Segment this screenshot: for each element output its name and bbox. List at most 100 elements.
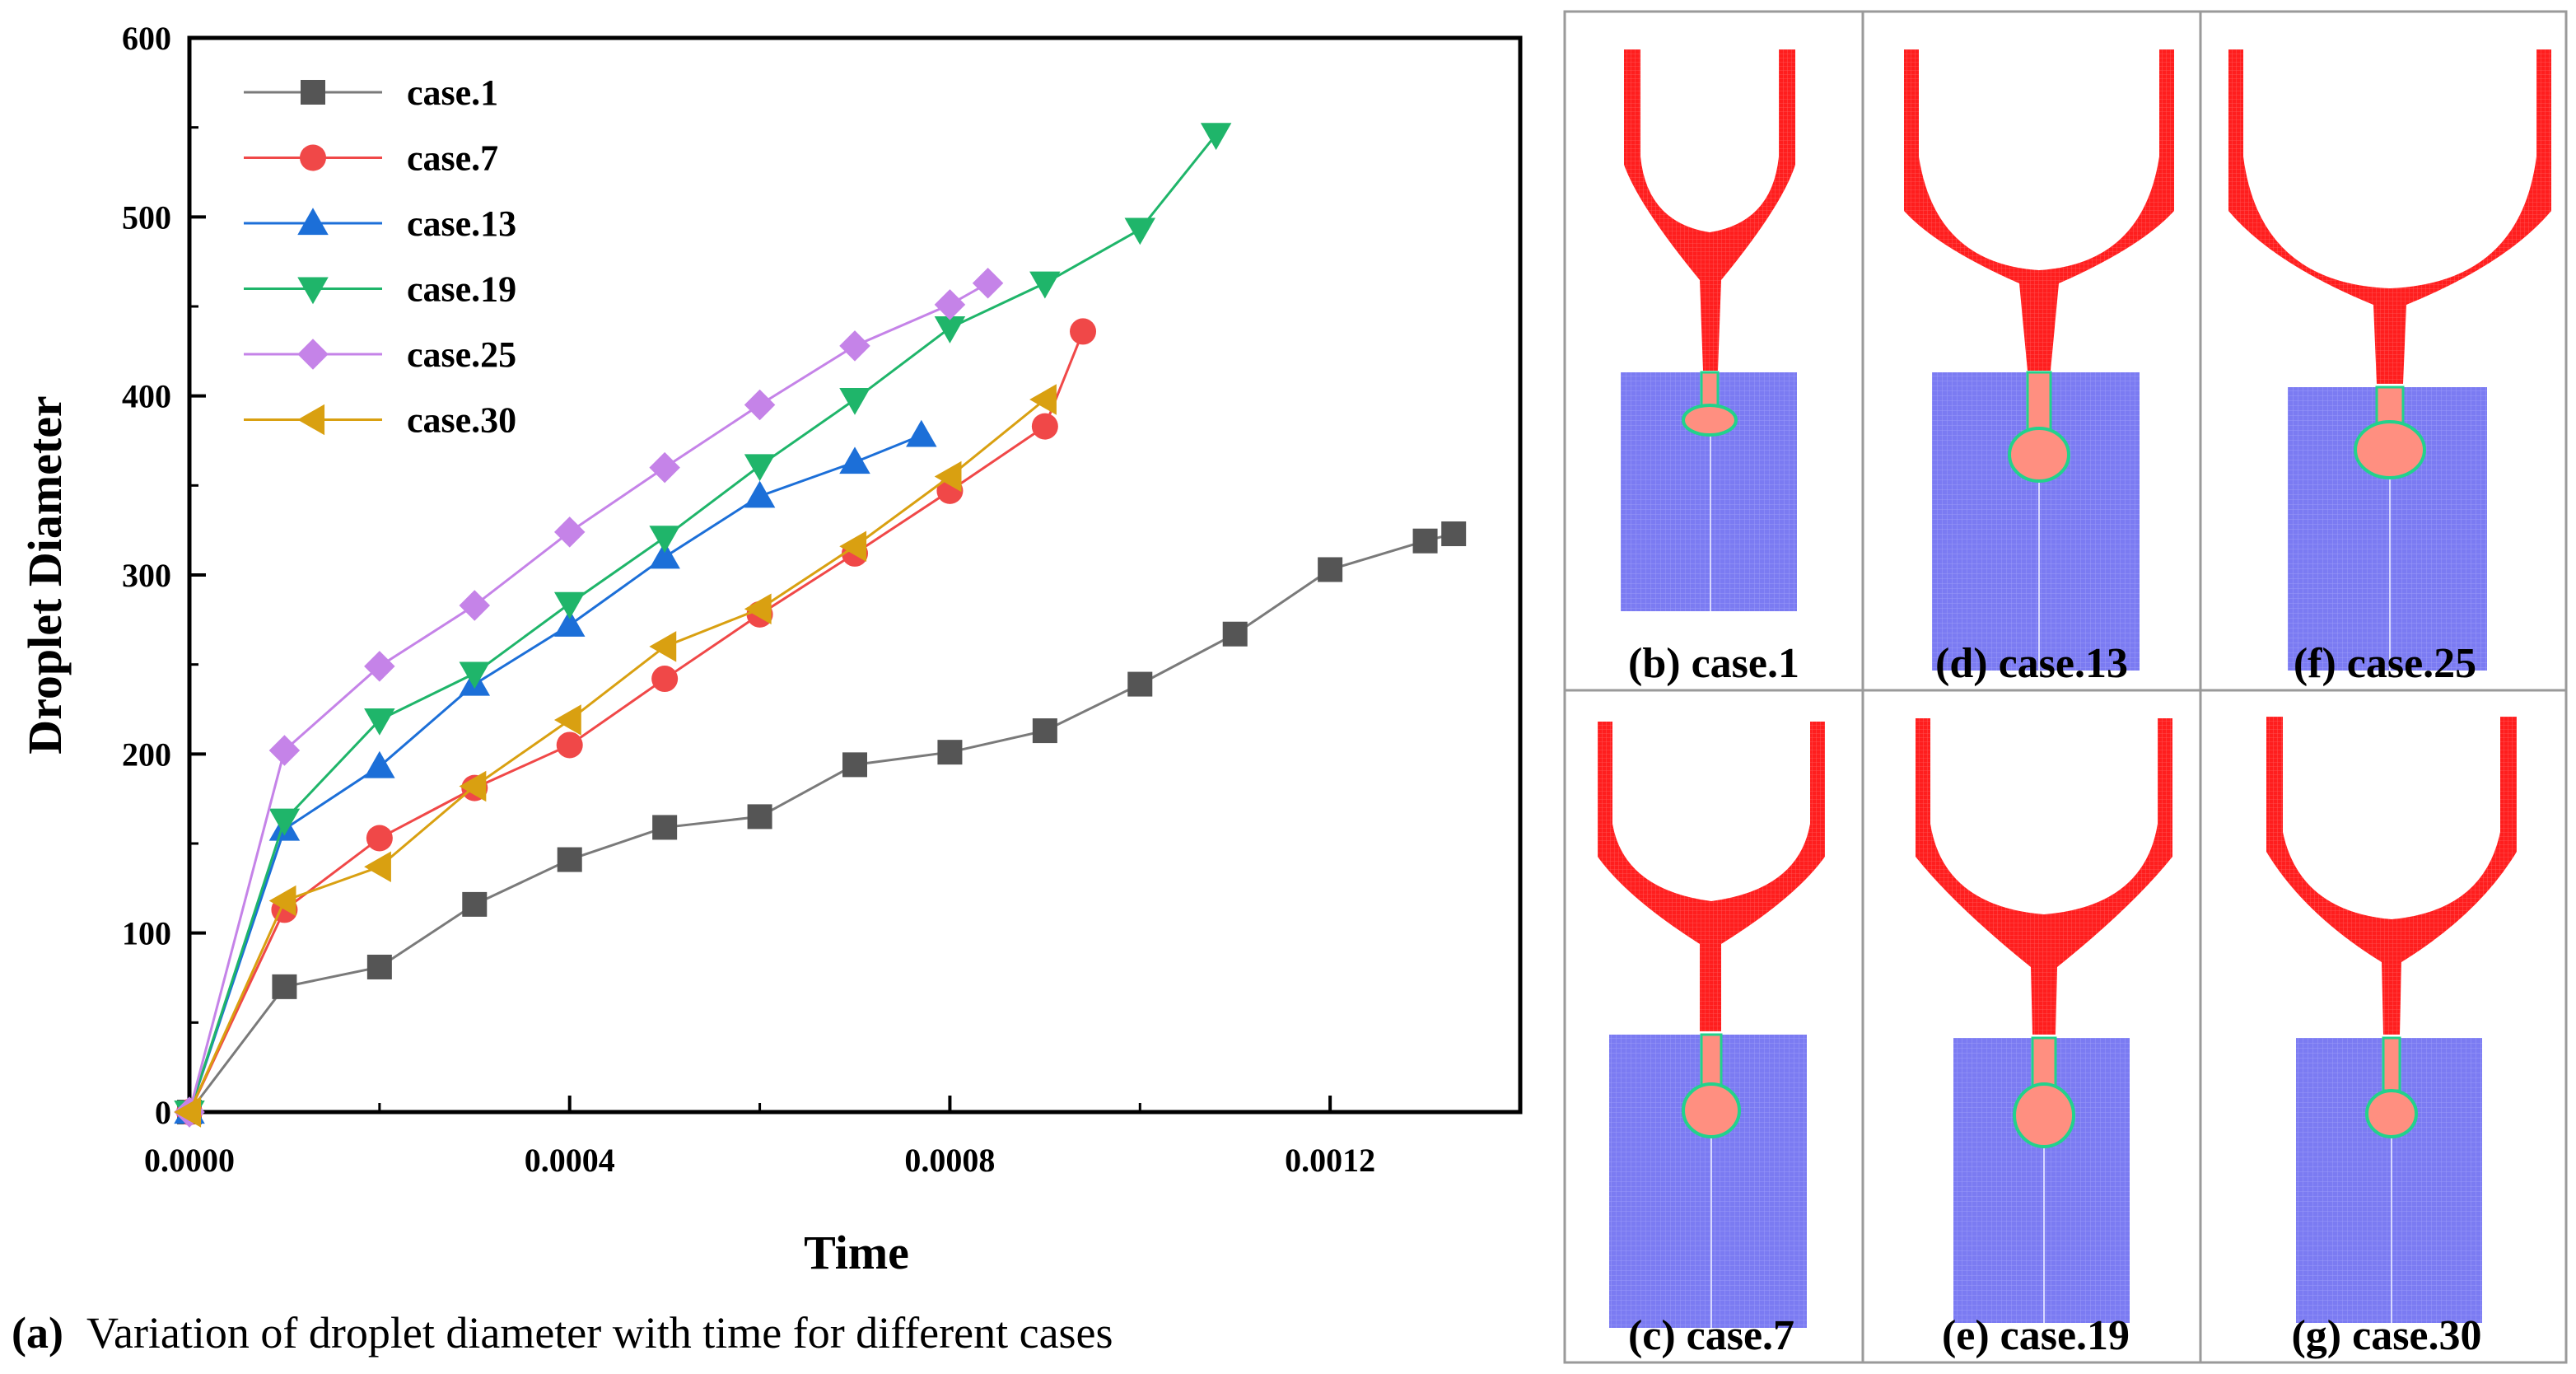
data-point — [906, 419, 937, 447]
line-chart: 0.0000 0.0004 0.0008 0.0012 0 100 200 300 400 500… — [18, 20, 1523, 1279]
data-point — [649, 451, 680, 484]
data-point — [272, 974, 297, 999]
x-tick-label: 0.0004 — [525, 1142, 615, 1179]
caption-label: (a) — [12, 1308, 63, 1358]
legend-label: case.13 — [407, 203, 516, 244]
y-tick-label: 300 — [122, 557, 171, 594]
data-point — [557, 847, 582, 872]
data-point — [1029, 271, 1061, 299]
legend: case.1 case.7 case.13 case.19 case.25 case.30 — [244, 72, 516, 441]
data-point — [553, 704, 581, 736]
data-point — [934, 460, 962, 493]
panel-case-19: (e) case.19 — [1916, 718, 2172, 1359]
legend-label: case.30 — [407, 400, 516, 441]
y-tick-label: 600 — [122, 20, 171, 57]
series-line — [188, 434, 922, 1113]
droplet — [2008, 427, 2070, 483]
ticks: 0.0000 0.0004 0.0008 0.0012 0 100 200 300 400 500… — [122, 20, 1375, 1179]
data-point — [744, 389, 776, 421]
data-point — [842, 752, 867, 778]
data-point — [747, 804, 772, 830]
data-point — [459, 661, 491, 689]
series-line — [188, 532, 1454, 1113]
series-line — [188, 330, 1085, 1113]
series-line — [188, 282, 989, 1113]
series-line — [188, 133, 1217, 1113]
data-point — [934, 289, 966, 320]
data-point — [1029, 384, 1057, 415]
data-point — [744, 593, 772, 625]
series — [174, 123, 1467, 1128]
y-tick-label: 200 — [122, 736, 171, 773]
data-point — [174, 1096, 202, 1128]
caption-text: Variation of droplet diameter with time … — [86, 1308, 1113, 1358]
legend-label: case.7 — [407, 138, 498, 179]
data-point — [553, 610, 586, 637]
data-point — [1412, 528, 1438, 554]
series-case.13 — [174, 419, 937, 1124]
data-point — [364, 750, 395, 778]
legend-label: case.1 — [407, 72, 498, 113]
panel-label: (c) case.7 — [1628, 1312, 1794, 1359]
panel-label: (g) case.30 — [2291, 1312, 2481, 1359]
legend-item: case.19 — [244, 269, 516, 310]
data-point — [1070, 318, 1097, 345]
series-line — [188, 398, 1046, 1113]
legend-item: case.1 — [244, 72, 498, 113]
legend-marker — [301, 80, 325, 105]
panel-label: (d) case.13 — [1935, 640, 2128, 687]
panel-label: (e) case.19 — [1942, 1312, 2130, 1359]
data-point — [1200, 123, 1232, 151]
series-case.25 — [174, 267, 1004, 1128]
data-point — [839, 387, 870, 415]
panel-case-25: (f) case.25 — [2228, 49, 2551, 687]
data-point — [553, 591, 586, 619]
data-point — [744, 480, 776, 508]
data-point — [459, 770, 487, 802]
droplet — [2365, 1089, 2418, 1138]
data-point — [744, 454, 776, 482]
nozzle-shape — [2266, 717, 2517, 1035]
data-point — [459, 590, 491, 621]
data-point — [462, 891, 488, 917]
x-tick-label: 0.0000 — [144, 1142, 235, 1179]
caption: (a) Variation of droplet diameter with t… — [12, 1308, 1113, 1358]
data-point — [649, 541, 680, 569]
panel-case-13: (d) case.13 — [1904, 49, 2174, 687]
data-point — [364, 651, 395, 682]
legend-marker — [300, 144, 326, 171]
nozzle-shape — [1624, 49, 1795, 371]
legend-marker — [297, 277, 329, 305]
data-point — [1124, 217, 1156, 245]
nozzle-shape — [1916, 718, 2172, 1035]
data-point — [1222, 621, 1248, 647]
x-axis-title: Time — [804, 1226, 909, 1279]
droplet — [1682, 1082, 1741, 1138]
y-tick-label: 0 — [155, 1094, 171, 1131]
data-point — [1031, 413, 1058, 440]
x-tick-label: 0.0012 — [1285, 1142, 1375, 1179]
legend-item: case.13 — [244, 203, 516, 244]
data-point — [839, 530, 867, 562]
data-point — [972, 267, 1004, 299]
nozzle-shape — [1598, 722, 1825, 1031]
legend-marker — [297, 339, 329, 370]
data-point — [652, 815, 678, 840]
series-case.30 — [174, 384, 1057, 1128]
droplet — [2354, 420, 2426, 479]
data-point — [839, 330, 870, 362]
data-point — [1032, 718, 1057, 744]
legend-item: case.25 — [244, 334, 516, 375]
legend-label: case.19 — [407, 269, 516, 310]
y-tick-label: 100 — [122, 915, 171, 952]
data-point — [839, 446, 870, 474]
series-case.7 — [176, 318, 1097, 1125]
y-tick-label: 400 — [122, 378, 171, 415]
series-case.1 — [177, 521, 1467, 1124]
data-point — [268, 735, 301, 766]
data-point — [1318, 557, 1343, 582]
liquid-thread — [2382, 1036, 2401, 1092]
liquid-thread — [1700, 1033, 1723, 1087]
panel-case-7: (c) case.7 — [1598, 722, 1825, 1359]
droplet — [1682, 404, 1738, 437]
